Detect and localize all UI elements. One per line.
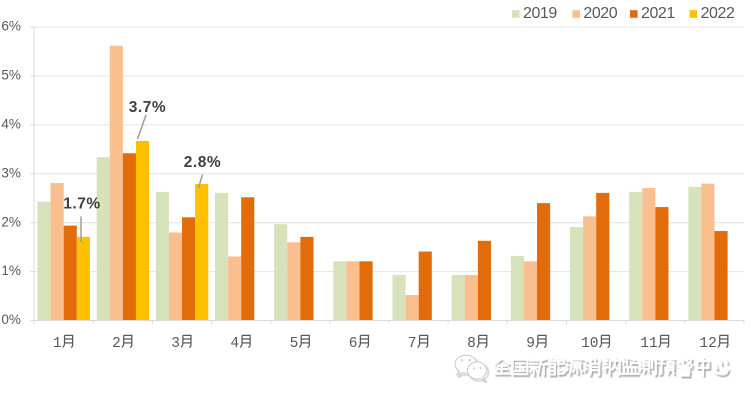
svg-text:12: 12 bbox=[699, 336, 716, 352]
svg-text:7: 7 bbox=[408, 336, 417, 352]
svg-text:2.8%: 2.8% bbox=[184, 154, 222, 171]
svg-text:6: 6 bbox=[349, 336, 358, 352]
svg-text:3: 3 bbox=[171, 336, 180, 352]
svg-text:8: 8 bbox=[467, 336, 476, 352]
svg-text:3%: 3% bbox=[1, 165, 21, 180]
svg-text:2020: 2020 bbox=[583, 5, 617, 22]
svg-text:0%: 0% bbox=[1, 312, 21, 327]
svg-text:1: 1 bbox=[53, 336, 62, 352]
svg-text:5: 5 bbox=[290, 336, 299, 352]
svg-text:4%: 4% bbox=[1, 117, 21, 132]
svg-text:1%: 1% bbox=[1, 263, 21, 278]
svg-text:11: 11 bbox=[640, 336, 657, 352]
svg-text:3.7%: 3.7% bbox=[129, 99, 167, 116]
svg-text:6%: 6% bbox=[1, 19, 21, 34]
svg-text:1.7%: 1.7% bbox=[63, 196, 101, 213]
svg-text:10: 10 bbox=[581, 336, 598, 352]
svg-text:2: 2 bbox=[112, 336, 121, 352]
svg-text:2022: 2022 bbox=[701, 5, 735, 22]
svg-text:9: 9 bbox=[526, 336, 535, 352]
svg-text:4: 4 bbox=[230, 336, 239, 352]
svg-text:2019: 2019 bbox=[523, 5, 557, 22]
svg-text:2021: 2021 bbox=[641, 5, 675, 22]
svg-text:5%: 5% bbox=[1, 68, 21, 83]
svg-text:2%: 2% bbox=[1, 214, 21, 229]
